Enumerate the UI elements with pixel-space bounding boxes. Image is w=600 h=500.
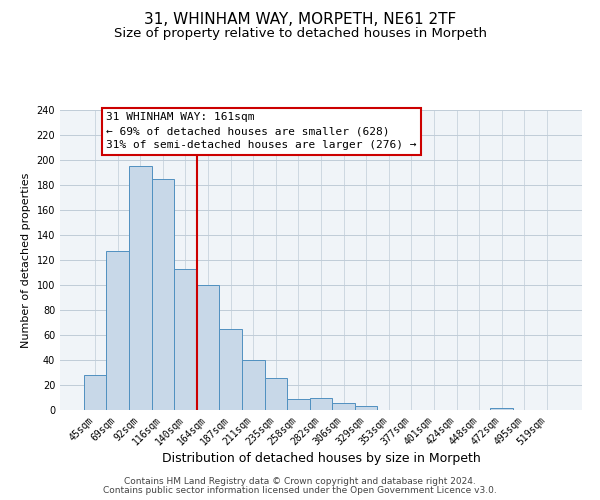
Bar	[265, 378, 287, 410]
Bar	[197, 285, 220, 410]
Bar	[242, 360, 265, 410]
Bar	[490, 408, 513, 410]
Bar	[287, 399, 310, 410]
Bar	[106, 251, 129, 410]
Bar	[332, 402, 355, 410]
Bar	[152, 179, 174, 410]
X-axis label: Distribution of detached houses by size in Morpeth: Distribution of detached houses by size …	[161, 452, 481, 466]
Bar	[84, 375, 106, 410]
Bar	[174, 269, 197, 410]
Bar	[129, 166, 152, 410]
Y-axis label: Number of detached properties: Number of detached properties	[21, 172, 31, 348]
Text: 31, WHINHAM WAY, MORPETH, NE61 2TF: 31, WHINHAM WAY, MORPETH, NE61 2TF	[144, 12, 456, 28]
Text: Contains public sector information licensed under the Open Government Licence v3: Contains public sector information licen…	[103, 486, 497, 495]
Text: 31 WHINHAM WAY: 161sqm
← 69% of detached houses are smaller (628)
31% of semi-de: 31 WHINHAM WAY: 161sqm ← 69% of detached…	[106, 112, 417, 150]
Text: Size of property relative to detached houses in Morpeth: Size of property relative to detached ho…	[113, 28, 487, 40]
Bar	[310, 398, 332, 410]
Bar	[355, 406, 377, 410]
Bar	[220, 329, 242, 410]
Text: Contains HM Land Registry data © Crown copyright and database right 2024.: Contains HM Land Registry data © Crown c…	[124, 477, 476, 486]
